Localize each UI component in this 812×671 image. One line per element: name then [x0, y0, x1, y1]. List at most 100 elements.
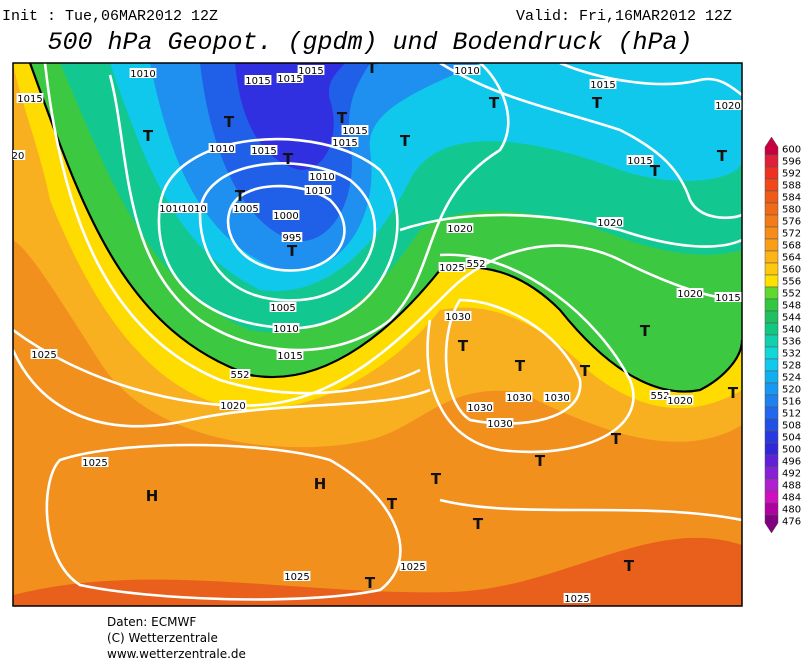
pressure-center: H [314, 475, 327, 493]
colorbar-swatch [764, 238, 779, 252]
isobar-label-bg [281, 232, 303, 242]
map-title: 500 hPa Geopot. (gpdm) und Bodendruck (h… [47, 28, 692, 57]
pressure-center: T [640, 322, 651, 340]
colorbar-label: 536 [782, 337, 801, 348]
isobar-label-bg [626, 155, 654, 165]
isobar-label: 1020 [597, 218, 622, 229]
colorbar-label: 504 [782, 433, 801, 444]
map-field [13, 63, 742, 606]
isobar-label: 1000 [273, 211, 298, 222]
isobar-label: 1015 [245, 76, 270, 87]
pressure-center: T [367, 59, 378, 77]
isobar-label: 1015 [590, 80, 615, 91]
footer-source: Daten: ECMWF [107, 615, 196, 629]
colorbar-swatch [764, 430, 779, 444]
colorbar-label: 584 [782, 193, 801, 204]
isobar-label-bg [589, 79, 617, 89]
colorbar-label: 596 [782, 157, 801, 168]
colorbar-label: 588 [782, 181, 801, 192]
isobar-label: 1025 [439, 263, 464, 274]
isobar-label-bg [304, 185, 332, 195]
footer-url: www.wetterzentrale.de [107, 647, 246, 661]
pressure-center: T [287, 242, 298, 260]
colorbar-label: 524 [782, 373, 801, 384]
isobar [226, 184, 346, 272]
colorbar-label: 516 [782, 397, 801, 408]
isobar-label: 1015 [17, 94, 42, 105]
isobar-label: 1010 [130, 69, 155, 80]
colorbar-swatch [764, 298, 779, 312]
isobar-label: 995 [282, 233, 301, 244]
colorbar-label: 488 [782, 481, 801, 492]
init-time: Init : Tue,06MAR2012 12Z [2, 8, 218, 25]
colorbar-label: 544 [782, 313, 801, 324]
isobar-label: 1015 [251, 146, 276, 157]
isobar-label-bg [444, 311, 472, 321]
colorbar-label: 552 [782, 289, 801, 300]
isobar-label: 1015 [342, 126, 367, 137]
pressure-center: T [515, 357, 526, 375]
colorbar-swatch [764, 136, 779, 156]
isobar-label: 1015 [715, 293, 740, 304]
isobar-label-bg [666, 395, 694, 405]
isobar-label-bg [219, 400, 247, 410]
colorbar-label: 512 [782, 409, 801, 420]
isobar [108, 63, 510, 352]
isobar-label-bg [158, 203, 186, 213]
colorbar-swatch [764, 358, 779, 372]
colorbar-swatch [764, 286, 779, 300]
isobar-label-bg [16, 93, 44, 103]
isobar-label: 1020 [220, 401, 245, 412]
pressure-center: H [146, 487, 159, 505]
isobar-label-bg [308, 171, 336, 181]
colorbar-swatch [764, 322, 779, 336]
isobar-label: 1010 [159, 204, 184, 215]
colorbar-swatch [764, 190, 779, 204]
colorbar-label: 556 [782, 277, 801, 288]
pressure-center: T [580, 362, 591, 380]
pressure-center: T [224, 113, 235, 131]
colorbar-swatch [764, 274, 779, 288]
colorbar-label: 568 [782, 241, 801, 252]
isobar-label: 1015 [332, 138, 357, 149]
isobar-label-bg [180, 203, 208, 213]
colorbar-swatch [764, 370, 779, 384]
isobar-label: 1030 [506, 393, 531, 404]
colorbar-label: 480 [782, 505, 801, 516]
isobar-label: 1030 [487, 419, 512, 430]
isobar [157, 137, 399, 330]
colorbar-swatch [764, 406, 779, 420]
colorbar-swatch [764, 418, 779, 432]
pressure-center: T [650, 162, 661, 180]
colorbar-swatch [764, 454, 779, 468]
colorbar-swatch [764, 466, 779, 480]
pressure-center: T [611, 430, 622, 448]
isobar [444, 298, 582, 425]
colorbar-swatch [764, 226, 779, 240]
isobar [13, 244, 742, 407]
colorbar-swatch [764, 202, 779, 216]
isobar-label: 1010 [309, 172, 334, 183]
isobar [45, 443, 402, 601]
isobar-label: 1015 [627, 156, 652, 167]
isobar-label-bg [13, 150, 26, 160]
isobar-label: 1025 [564, 594, 589, 605]
colorbar-swatch [764, 166, 779, 180]
isobar-label: 1020 [667, 396, 692, 407]
isobar-label: 1015 [298, 66, 323, 77]
isobar-label: 1010 [209, 144, 234, 155]
isobar-label: 1030 [544, 393, 569, 404]
isobar-label-bg [283, 571, 311, 581]
isobar-label-bg [250, 145, 278, 155]
isobar [439, 63, 742, 220]
isobar-label-bg [276, 350, 304, 360]
isobar-label-bg [596, 217, 624, 227]
isobar [43, 63, 421, 395]
pressure-center: T [489, 94, 500, 112]
isobar-label-bg [446, 223, 474, 233]
valid-time: Valid: Fri,16MAR2012 12Z [516, 8, 732, 25]
isobar-label-bg [81, 457, 109, 467]
isobar-label-bg [505, 392, 533, 402]
pressure-center: T [143, 127, 154, 145]
